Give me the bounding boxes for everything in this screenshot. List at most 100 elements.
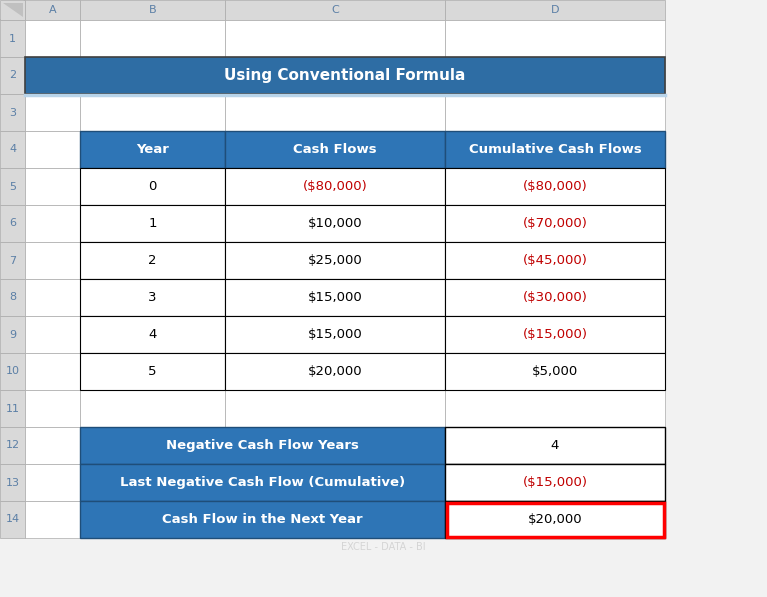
Bar <box>25 205 80 242</box>
Bar <box>80 94 225 131</box>
Bar <box>25 390 80 427</box>
Text: Year: Year <box>136 143 169 156</box>
Bar <box>225 242 445 279</box>
Text: 4: 4 <box>551 439 559 452</box>
Bar <box>0 0 25 20</box>
Text: 9: 9 <box>9 330 16 340</box>
Text: 1: 1 <box>148 217 156 230</box>
Text: Cash Flows: Cash Flows <box>293 143 377 156</box>
Bar <box>225 131 445 168</box>
Bar <box>0 464 25 501</box>
Text: C: C <box>331 5 339 15</box>
Bar <box>80 464 445 501</box>
Bar <box>225 168 445 205</box>
Bar <box>80 427 225 464</box>
Bar <box>80 57 225 94</box>
Text: 3: 3 <box>148 291 156 304</box>
Bar <box>445 242 665 279</box>
Bar <box>80 131 225 168</box>
Text: Cumulative Cash Flows: Cumulative Cash Flows <box>469 143 641 156</box>
Bar <box>80 279 225 316</box>
Text: $5,000: $5,000 <box>532 365 578 378</box>
Bar <box>80 316 225 353</box>
Bar <box>225 464 445 501</box>
Bar <box>225 205 445 242</box>
Text: 3: 3 <box>9 107 16 118</box>
Text: $20,000: $20,000 <box>308 365 362 378</box>
Bar <box>445 501 665 538</box>
Bar <box>225 168 445 205</box>
Bar <box>80 20 225 57</box>
Text: $10,000: $10,000 <box>308 217 362 230</box>
Bar <box>225 20 445 57</box>
Bar <box>80 205 225 242</box>
Text: 13: 13 <box>5 478 19 488</box>
Bar <box>445 390 665 427</box>
Text: Cash Flow in the Next Year: Cash Flow in the Next Year <box>162 513 363 526</box>
Text: 14: 14 <box>5 515 20 525</box>
Bar <box>25 353 80 390</box>
Text: ($70,000): ($70,000) <box>522 217 588 230</box>
Bar <box>80 279 225 316</box>
Text: 8: 8 <box>9 293 16 303</box>
Text: ($80,000): ($80,000) <box>303 180 367 193</box>
Bar <box>445 279 665 316</box>
Bar <box>25 168 80 205</box>
Bar <box>445 0 665 20</box>
Text: $25,000: $25,000 <box>308 254 362 267</box>
Text: ($15,000): ($15,000) <box>522 476 588 489</box>
Bar <box>445 501 665 538</box>
Bar <box>0 390 25 427</box>
Bar <box>445 205 665 242</box>
Text: 4: 4 <box>148 328 156 341</box>
Text: 2: 2 <box>9 70 16 81</box>
Bar <box>0 20 25 57</box>
Bar <box>80 464 225 501</box>
Text: ($30,000): ($30,000) <box>522 291 588 304</box>
Bar <box>0 353 25 390</box>
Bar <box>445 205 665 242</box>
Bar <box>445 168 665 205</box>
Bar <box>0 57 25 94</box>
Bar <box>445 94 665 131</box>
Text: Last Negative Cash Flow (Cumulative): Last Negative Cash Flow (Cumulative) <box>120 476 405 489</box>
Bar <box>0 501 25 538</box>
Bar <box>25 242 80 279</box>
Text: 4: 4 <box>9 144 16 155</box>
Text: ($15,000): ($15,000) <box>522 328 588 341</box>
Bar <box>445 20 665 57</box>
Bar <box>80 168 225 205</box>
Bar <box>225 94 445 131</box>
Bar <box>25 20 80 57</box>
Text: 5: 5 <box>9 181 16 192</box>
Bar <box>80 353 225 390</box>
Text: 6: 6 <box>9 219 16 229</box>
Polygon shape <box>3 3 23 17</box>
Bar <box>25 501 80 538</box>
Bar <box>80 353 225 390</box>
Bar <box>225 131 445 168</box>
Bar <box>225 501 445 538</box>
Bar <box>445 427 665 464</box>
Text: $20,000: $20,000 <box>528 513 582 526</box>
Bar <box>25 316 80 353</box>
Bar <box>225 0 445 20</box>
Bar <box>80 316 225 353</box>
Text: 11: 11 <box>5 404 19 414</box>
Bar <box>25 57 665 94</box>
Bar <box>225 279 445 316</box>
Bar <box>0 168 25 205</box>
Bar <box>445 279 665 316</box>
Polygon shape <box>0 0 25 20</box>
Text: 5: 5 <box>148 365 156 378</box>
Bar <box>445 316 665 353</box>
Bar <box>445 131 665 168</box>
Text: 2: 2 <box>148 254 156 267</box>
Bar <box>225 427 445 464</box>
Bar <box>225 316 445 353</box>
Text: ($80,000): ($80,000) <box>522 180 588 193</box>
Bar <box>0 427 25 464</box>
Bar <box>445 316 665 353</box>
Text: B: B <box>149 5 156 15</box>
Bar <box>225 353 445 390</box>
